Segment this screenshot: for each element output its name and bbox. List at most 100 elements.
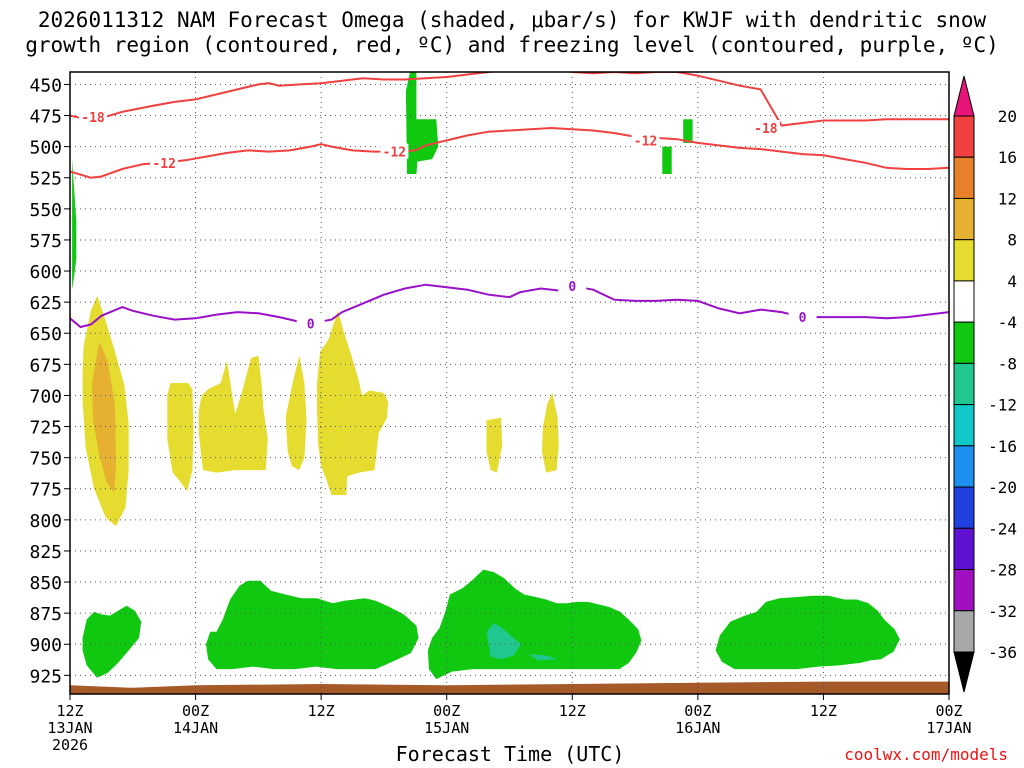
y-tick-label-650: 650 <box>29 324 62 345</box>
omega-region-2 <box>92 341 116 493</box>
contour-label-bg <box>296 315 325 331</box>
y-tick-label-500: 500 <box>29 138 62 159</box>
colorbar-swatch <box>953 404 975 447</box>
contour-label--12: -12 <box>383 146 406 161</box>
colorbar-label: -4 <box>998 313 1017 332</box>
omega-region-15 <box>427 569 642 680</box>
credit-link[interactable]: coolwx.com/models <box>844 745 1008 764</box>
y-tick-label-725: 725 <box>29 418 62 439</box>
y-tick-label-525: 525 <box>29 169 62 190</box>
contour-label-bg <box>631 132 660 148</box>
y-tick-label-625: 625 <box>29 293 62 314</box>
isotherm-line--18-0 <box>70 72 949 127</box>
colorbar-swatch <box>953 197 975 241</box>
colorbar-swatch <box>953 321 975 364</box>
x-tick-label: 12Z <box>56 702 83 720</box>
omega-region-9 <box>72 159 77 290</box>
contour-label-0: 0 <box>307 317 315 332</box>
y-tick-label-675: 675 <box>29 355 62 376</box>
colorbar-swatch <box>953 610 975 653</box>
omega-region-14 <box>206 580 419 670</box>
omega-region-17 <box>486 623 521 660</box>
y-tick-label-450: 450 <box>29 75 62 96</box>
colorbar-label: -36 <box>988 643 1017 662</box>
colorbar-label: -12 <box>988 396 1017 415</box>
contour-label-bg <box>79 108 108 124</box>
omega-region-10 <box>405 72 439 174</box>
contour-label--12: -12 <box>152 157 175 172</box>
omega-region-3 <box>167 383 194 492</box>
contour-label--18: -18 <box>754 122 778 137</box>
y-tick-label-600: 600 <box>29 262 62 283</box>
y-tick-label-875: 875 <box>29 604 62 625</box>
chart-title-line-1: 2026011312 NAM Forecast Omega (shaded, μ… <box>37 8 987 32</box>
colorbar-label: -24 <box>988 519 1017 538</box>
y-tick-label-550: 550 <box>29 200 62 221</box>
colorbar-label: -8 <box>998 354 1017 373</box>
y-tick-label-825: 825 <box>29 542 62 563</box>
colorbar-cap-bottom <box>953 651 975 693</box>
omega-region-8 <box>541 393 559 473</box>
omega-region-4 <box>198 355 268 473</box>
colorbar-label: 12 <box>998 189 1017 208</box>
y-tick-label-800: 800 <box>29 511 62 532</box>
colorbar-swatch <box>953 280 975 323</box>
colorbar-swatch <box>953 486 975 529</box>
colorbar-swatch <box>953 445 975 488</box>
colorbar-label: -16 <box>988 437 1017 456</box>
x-tick-label: 16JAN <box>675 719 720 737</box>
contour-label-bg <box>788 309 817 325</box>
contour-label-bg <box>150 154 179 170</box>
x-tick-label: 17JAN <box>926 719 971 737</box>
x-tick-label: 00Z <box>433 702 460 720</box>
contour-label-0: 0 <box>568 280 576 295</box>
colorbar-label: -28 <box>988 561 1017 580</box>
y-tick-label-475: 475 <box>29 107 62 128</box>
contour-label--18: -18 <box>81 111 105 126</box>
omega-region-5 <box>285 355 307 471</box>
y-tick-label-700: 700 <box>29 386 62 407</box>
plot-frame <box>69 71 950 695</box>
y-tick-label-925: 925 <box>29 666 62 687</box>
x-axis-title: Forecast Time (UTC) <box>395 742 625 766</box>
x-tick-label: 12Z <box>308 702 335 720</box>
omega-region-6 <box>317 310 389 495</box>
x-tick-label: 00Z <box>684 702 711 720</box>
colorbar-swatch <box>953 239 975 282</box>
colorbar-swatch <box>953 115 975 158</box>
colorbar-swatch <box>953 527 975 571</box>
isotherm-line--12-1 <box>70 126 949 179</box>
omega-region-13 <box>82 605 142 678</box>
colorbar-label: -20 <box>988 478 1017 497</box>
contour-label-bg <box>751 119 780 135</box>
colorbar-label: 16 <box>998 148 1017 167</box>
omega-region-12 <box>662 146 672 174</box>
x-tick-label: 12Z <box>559 702 586 720</box>
contour-label-0: 0 <box>799 311 807 326</box>
x-tick-label: 2026 <box>52 736 88 754</box>
colorbar-label: 8 <box>1007 231 1017 250</box>
x-tick-label: 00Z <box>935 702 962 720</box>
colorbar-swatch <box>953 156 975 199</box>
omega-region-7 <box>486 417 503 473</box>
x-tick-label: 00Z <box>182 702 209 720</box>
y-tick-label-750: 750 <box>29 449 62 470</box>
y-tick-label-575: 575 <box>29 231 62 252</box>
x-tick-label: 15JAN <box>424 719 469 737</box>
y-tick-label-775: 775 <box>29 480 62 501</box>
y-tick-label-850: 850 <box>29 573 62 594</box>
contour-label-bg <box>558 277 587 293</box>
contour-label-bg <box>380 143 409 159</box>
colorbar-swatch <box>953 362 975 406</box>
isotherm-line-0-2 <box>70 283 949 329</box>
colorbar-cap-top <box>953 75 975 117</box>
colorbar-label: 20 <box>998 107 1017 126</box>
omega-region-18 <box>528 654 557 661</box>
x-tick-label: 13JAN <box>47 719 92 737</box>
y-tick-label-900: 900 <box>29 635 62 656</box>
x-tick-label: 12Z <box>810 702 837 720</box>
terrain-surface <box>70 681 949 694</box>
contour-label--12: -12 <box>634 134 657 149</box>
